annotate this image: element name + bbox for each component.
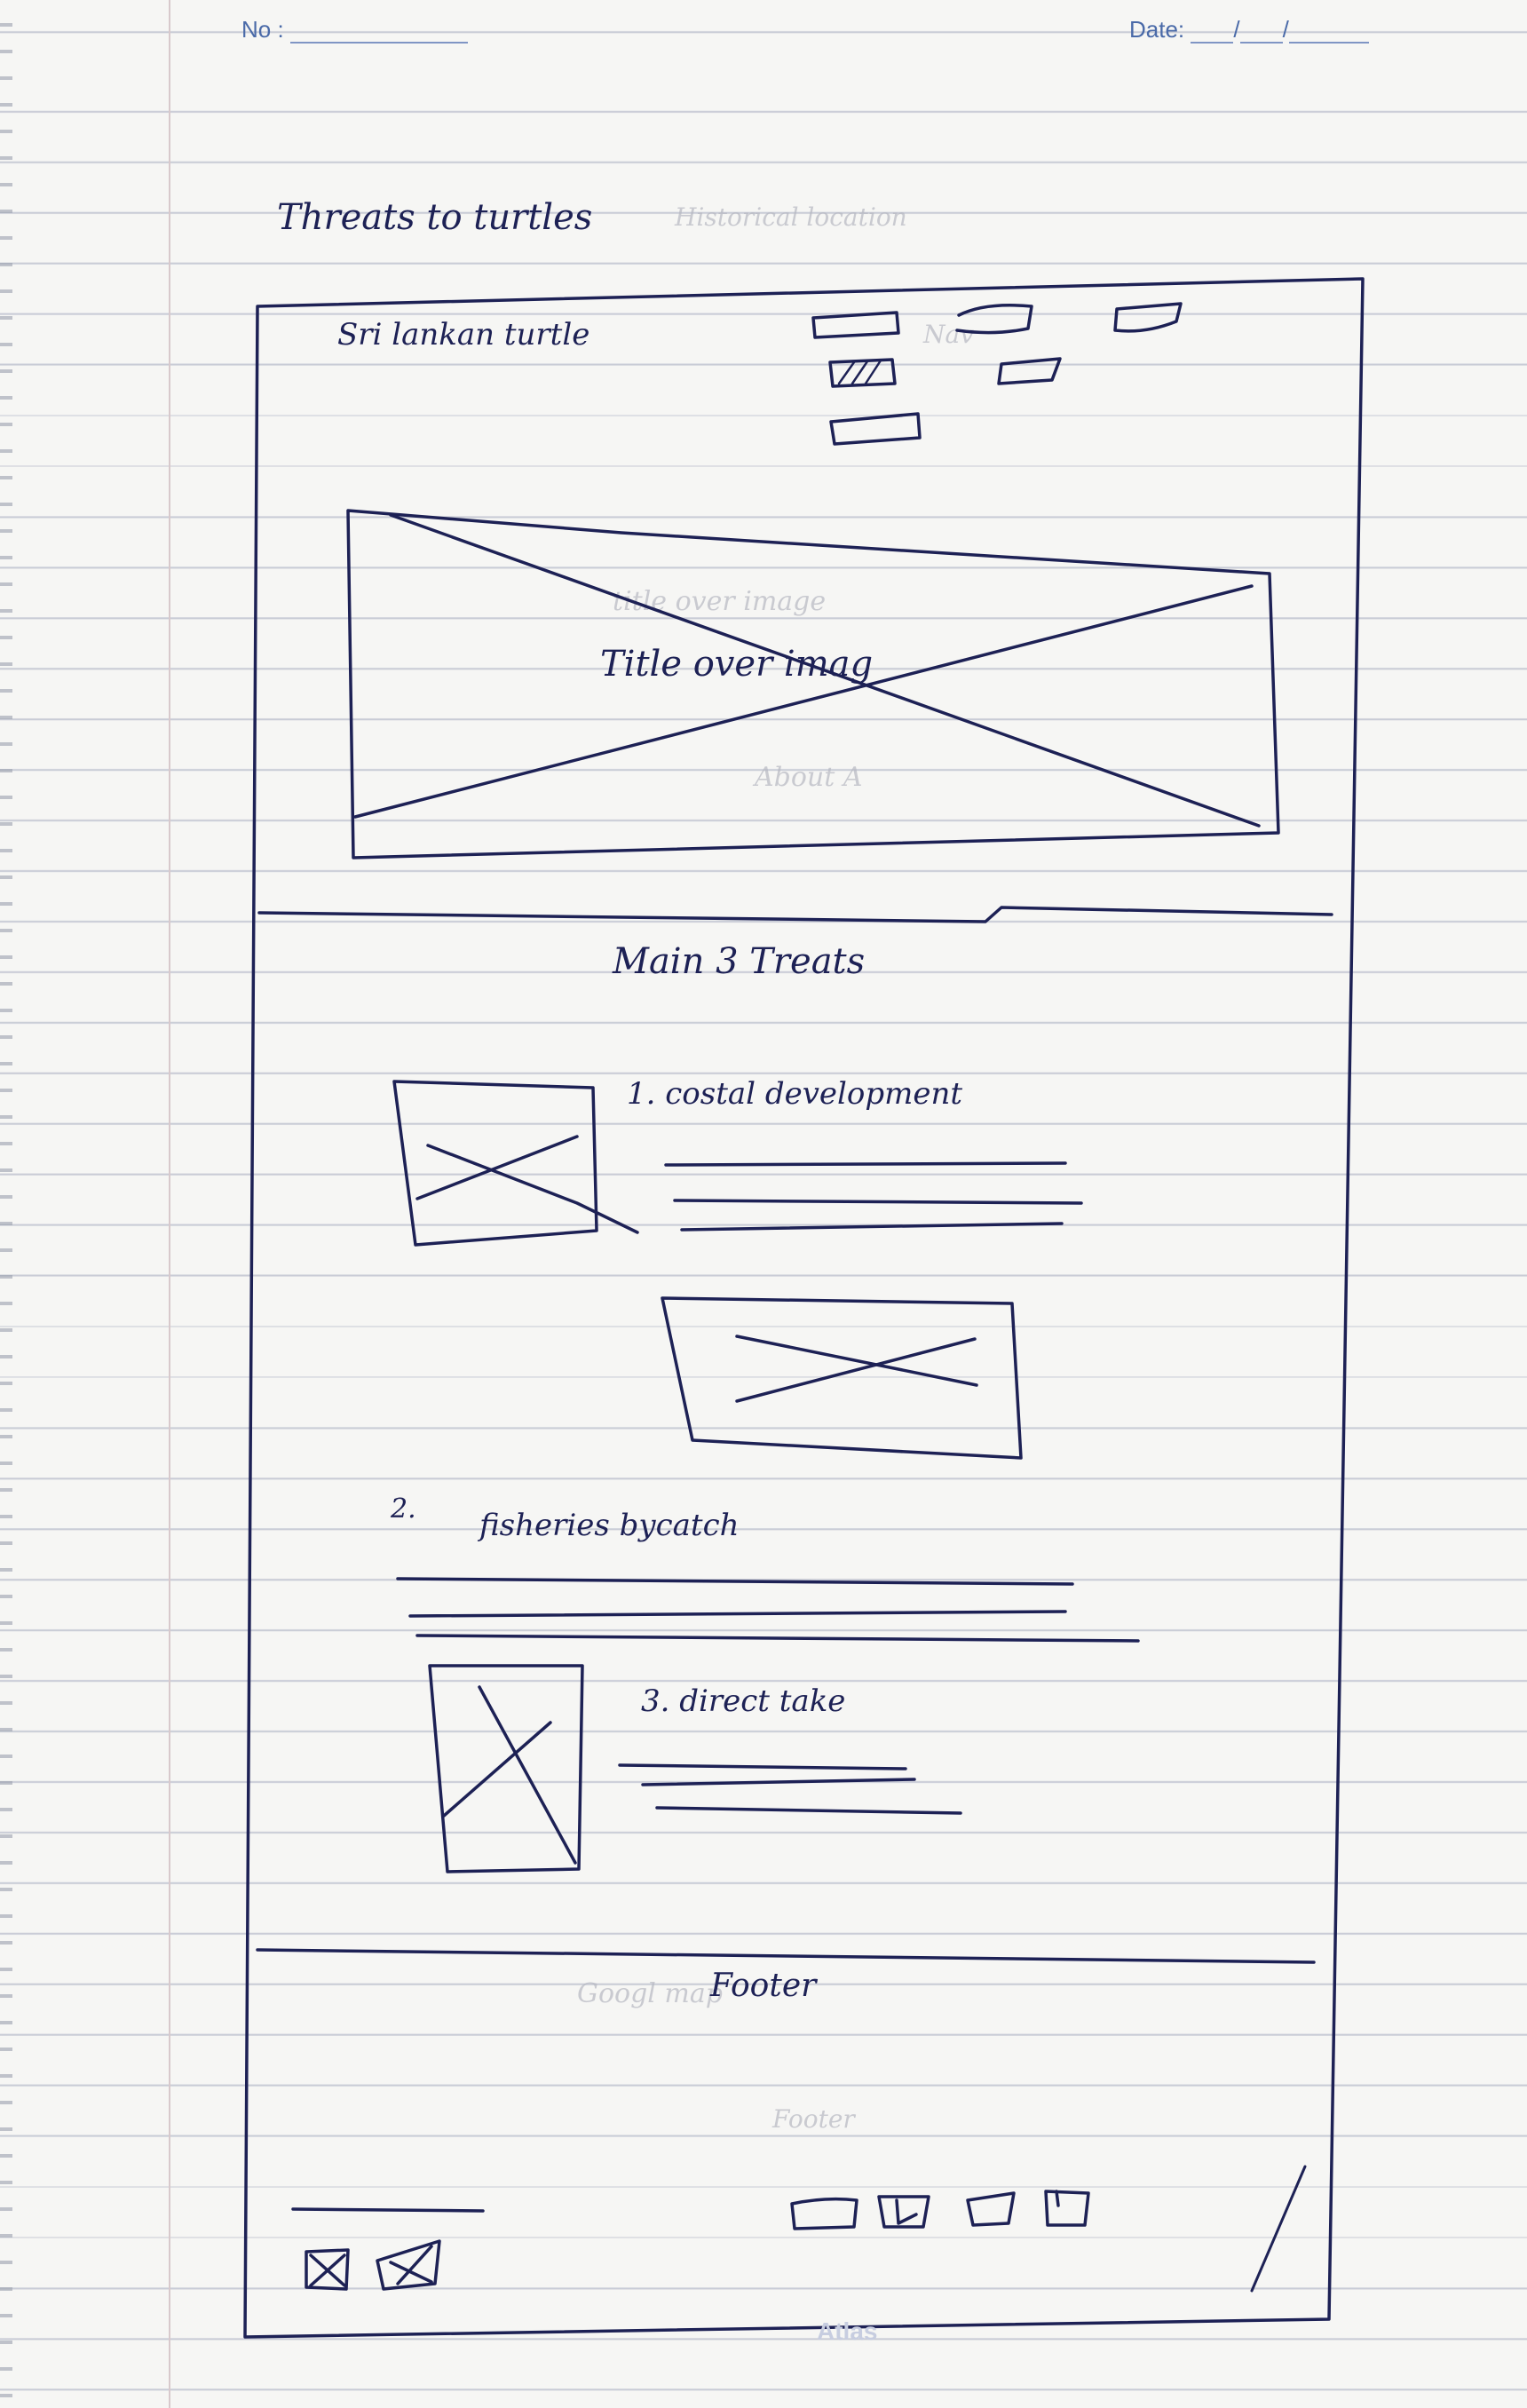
page-frame bbox=[243, 277, 1365, 2339]
date-year-line bbox=[1288, 42, 1369, 44]
footer-icon-2 bbox=[877, 2195, 930, 2229]
hero-caption: Title over imag bbox=[600, 644, 874, 685]
threat-1-text-line-2 bbox=[673, 1199, 1083, 1205]
nav-button-active-hatch bbox=[837, 359, 882, 385]
hero-image-x-2 bbox=[353, 584, 1254, 819]
scribble-mark bbox=[1250, 2165, 1307, 2293]
threat-1-text-line-3 bbox=[680, 1222, 1064, 1232]
ghost-text-6: Googl map bbox=[577, 1978, 723, 2009]
footer-label: Footer bbox=[710, 1968, 817, 2004]
threat-2-image-x-1 bbox=[735, 1335, 978, 1387]
nav-brand: Sri lankan turtle bbox=[337, 317, 590, 352]
main-heading: Main 3 Treats bbox=[613, 941, 866, 982]
date-sep-1: / bbox=[1233, 16, 1240, 43]
threat-2-number: 2. bbox=[391, 1493, 416, 1525]
binding-holes bbox=[0, 0, 12, 2408]
nav-button-active bbox=[828, 358, 897, 388]
threat-1-image-x-2 bbox=[415, 1135, 579, 1200]
hero-image-x-1 bbox=[389, 513, 1261, 828]
threat-3-text-line-3 bbox=[655, 1806, 962, 1815]
footer-icon-3 bbox=[966, 2191, 1016, 2227]
no-field: No : bbox=[241, 16, 468, 44]
threat-2-text-line-1 bbox=[396, 1577, 1074, 1586]
threat-3-image-x-2 bbox=[442, 1721, 552, 1818]
hero-image-box bbox=[346, 509, 1280, 859]
threat-3-image bbox=[428, 1664, 584, 1873]
nav-button-6 bbox=[829, 412, 922, 446]
date-field: Date: / / bbox=[1129, 16, 1369, 44]
threat-3-image-x-1 bbox=[478, 1685, 577, 1865]
date-month-line bbox=[1239, 42, 1283, 44]
threat-1-text-line-1 bbox=[664, 1161, 1067, 1167]
footer-icon-4 bbox=[1044, 2190, 1090, 2227]
threat-2-image bbox=[661, 1296, 1023, 1460]
ghost-text-4: Nav bbox=[923, 320, 975, 349]
threat-2-text-line-2 bbox=[408, 1610, 1067, 1618]
footer-divider bbox=[256, 1948, 1316, 1964]
nav-button-2 bbox=[955, 304, 1033, 335]
threat-2-text-line-3 bbox=[415, 1634, 1140, 1643]
hero-divider bbox=[257, 906, 1333, 923]
threat-3-label: 3. direct take bbox=[641, 1683, 846, 1719]
threat-3-text-line-1 bbox=[618, 1763, 907, 1770]
no-label: No : bbox=[241, 16, 284, 43]
threat-3-text-line-2 bbox=[641, 1778, 916, 1786]
ghost-text-1: Historical location bbox=[675, 202, 907, 232]
threat-1-image bbox=[392, 1080, 598, 1247]
page-title: Threats to turtles bbox=[277, 197, 593, 238]
ghost-text-5: Footer bbox=[772, 2104, 855, 2134]
ghost-text-2: title over image bbox=[613, 586, 827, 617]
footer-checkbox-2 bbox=[376, 2239, 441, 2291]
date-sep-2: / bbox=[1282, 16, 1289, 43]
threat-1-label: 1. costal development bbox=[627, 1076, 963, 1112]
threat-2-image-x-2 bbox=[735, 1337, 977, 1403]
nav-button-1 bbox=[811, 311, 900, 339]
footer-icon-1 bbox=[790, 2197, 858, 2230]
date-label: Date: bbox=[1129, 16, 1185, 43]
notebook-brand: Atlas bbox=[817, 2317, 878, 2345]
threat-1-image-x-1 bbox=[426, 1144, 639, 1234]
ghost-text-3: About A bbox=[755, 762, 863, 793]
footer-text-line bbox=[291, 2207, 485, 2213]
margin-line bbox=[169, 0, 170, 2408]
nav-button-5 bbox=[997, 357, 1062, 385]
threat-2-label: fisheries bycatch bbox=[479, 1508, 740, 1543]
footer-checkbox-1 bbox=[305, 2248, 350, 2291]
date-day-line bbox=[1191, 42, 1234, 44]
no-underline bbox=[289, 42, 468, 44]
nav-button-3 bbox=[1113, 302, 1183, 333]
